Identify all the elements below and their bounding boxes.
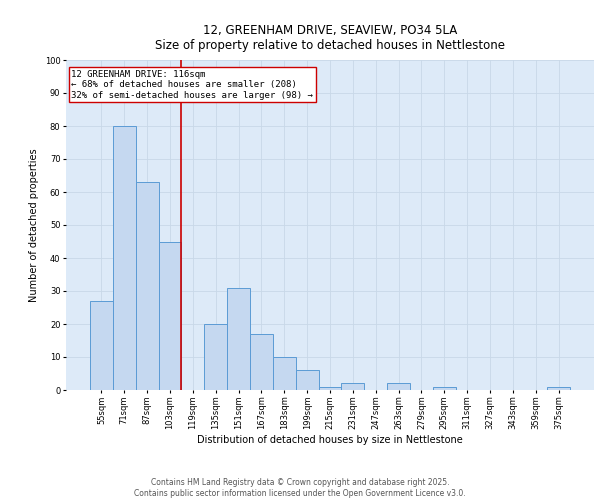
- Bar: [273, 357, 296, 390]
- Title: 12, GREENHAM DRIVE, SEAVIEW, PO34 5LA
Size of property relative to detached hous: 12, GREENHAM DRIVE, SEAVIEW, PO34 5LA Si…: [155, 24, 505, 52]
- Bar: [204, 324, 227, 390]
- Bar: [90, 301, 113, 390]
- Text: Contains HM Land Registry data © Crown copyright and database right 2025.
Contai: Contains HM Land Registry data © Crown c…: [134, 478, 466, 498]
- Bar: [113, 126, 136, 390]
- Bar: [296, 370, 319, 390]
- Bar: [341, 384, 364, 390]
- Bar: [433, 386, 456, 390]
- Bar: [158, 242, 181, 390]
- Bar: [319, 386, 341, 390]
- Bar: [547, 386, 570, 390]
- Bar: [387, 384, 410, 390]
- Text: 12 GREENHAM DRIVE: 116sqm
← 68% of detached houses are smaller (208)
32% of semi: 12 GREENHAM DRIVE: 116sqm ← 68% of detac…: [71, 70, 313, 100]
- X-axis label: Distribution of detached houses by size in Nettlestone: Distribution of detached houses by size …: [197, 435, 463, 445]
- Bar: [227, 288, 250, 390]
- Y-axis label: Number of detached properties: Number of detached properties: [29, 148, 39, 302]
- Bar: [136, 182, 158, 390]
- Bar: [250, 334, 273, 390]
